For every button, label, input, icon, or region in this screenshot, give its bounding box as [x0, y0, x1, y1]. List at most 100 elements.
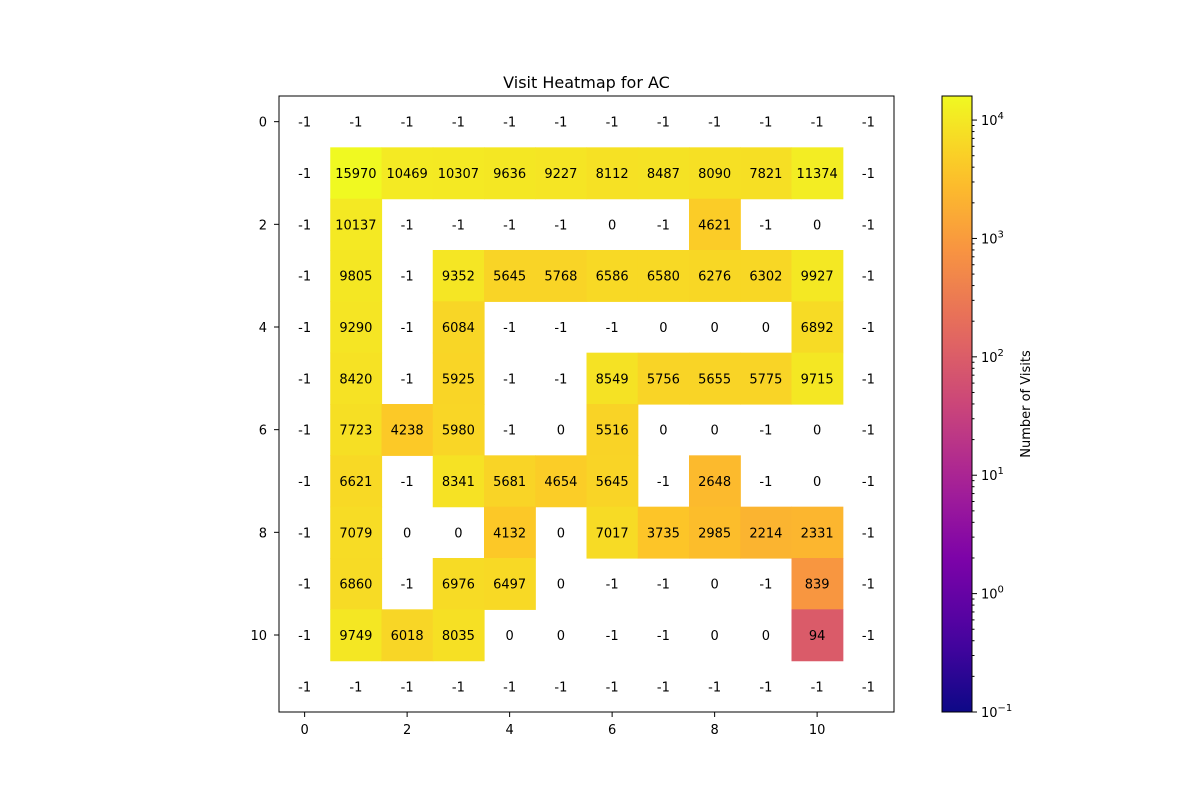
heatmap-cell: [381, 404, 434, 456]
heatmap-cell: [330, 404, 383, 456]
cell-label: 5645: [493, 270, 526, 285]
x-tick-label: 0: [300, 723, 308, 738]
heatmap-cell: [330, 609, 383, 662]
cell-label: -1: [554, 680, 567, 695]
cell-label: -1: [862, 321, 875, 336]
cell-label: 10137: [335, 218, 376, 233]
cell-label: 7017: [596, 526, 629, 541]
heatmap-cell: [740, 352, 793, 405]
heatmap-cell: [432, 558, 485, 610]
heatmap-cell: [689, 352, 741, 405]
heatmap-cell: [791, 506, 844, 559]
heatmap-cell: [330, 250, 383, 302]
heatmap-cell: [484, 506, 536, 559]
cell-label: 6860: [339, 578, 372, 593]
cell-label: -1: [862, 475, 875, 490]
cell-label: -1: [862, 167, 875, 182]
cell-label: -1: [401, 270, 414, 285]
cell-label: 9927: [801, 270, 834, 285]
cell-label: 0: [710, 424, 718, 439]
cell-label: 2648: [698, 475, 731, 490]
cell-label: 8549: [596, 372, 629, 387]
heatmap-cell: [689, 506, 741, 559]
heatmap-cell: [484, 147, 536, 200]
cell-label: -1: [401, 578, 414, 593]
heatmap-cell: [535, 455, 588, 508]
cell-label: 6586: [596, 270, 629, 285]
cell-label: 4132: [493, 526, 526, 541]
heatmap-cell: [330, 352, 383, 405]
cell-label: -1: [657, 218, 670, 233]
cell-label: -1: [503, 372, 516, 387]
cell-label: 15970: [335, 167, 376, 182]
colorbar-label: Number of Visits: [1019, 350, 1034, 458]
cell-label: 8090: [698, 167, 731, 182]
heatmap-cell: [432, 301, 485, 354]
heatmap-cell: [535, 250, 588, 302]
heatmap-cells: [330, 147, 844, 662]
colorbar-tick-label: 103: [981, 229, 1004, 247]
cell-label: -1: [862, 424, 875, 439]
cell-label: 5681: [493, 475, 526, 490]
cell-label: -1: [298, 270, 311, 285]
cell-label: -1: [708, 680, 721, 695]
heatmap-cell: [689, 198, 741, 251]
heatmap-cell: [432, 147, 485, 200]
colorbar-tick-label: 104: [981, 111, 1004, 129]
heatmap-cell: [791, 250, 844, 302]
cell-label: -1: [554, 321, 567, 336]
cell-label: 8112: [596, 167, 629, 182]
cell-label: 8035: [442, 629, 475, 644]
cell-label: -1: [759, 116, 772, 131]
heatmap-cell: [330, 558, 383, 610]
cell-label: 5775: [749, 372, 782, 387]
cell-label: 9290: [339, 321, 372, 336]
cell-label: -1: [657, 680, 670, 695]
cell-label: 0: [557, 629, 565, 644]
heatmap-cell: [586, 250, 639, 302]
heatmap-cell: [740, 250, 793, 302]
cell-label: 8341: [442, 475, 475, 490]
heatmap-cell: [330, 147, 383, 200]
cell-label: -1: [298, 526, 311, 541]
cell-label: 0: [454, 526, 462, 541]
heatmap-cell: [791, 558, 844, 610]
cell-label: 9749: [339, 629, 372, 644]
y-tick-label: 10: [250, 629, 267, 644]
cell-label: -1: [862, 116, 875, 131]
heatmap-cell: [432, 609, 485, 662]
y-tick-label: 6: [259, 424, 267, 439]
cell-label: 5516: [596, 424, 629, 439]
cell-label: 0: [608, 218, 616, 233]
cell-label: -1: [554, 372, 567, 387]
cell-label: -1: [862, 526, 875, 541]
heatmap-cell: [637, 250, 690, 302]
cell-label: 0: [403, 526, 411, 541]
cell-label: -1: [452, 680, 465, 695]
colorbar: [941, 95, 973, 713]
y-tick-label: 8: [259, 526, 267, 541]
cell-label: -1: [554, 116, 567, 131]
cell-label: -1: [298, 218, 311, 233]
cell-label: -1: [554, 218, 567, 233]
heatmap-cell: [432, 250, 485, 302]
heatmap-cell: [330, 455, 383, 508]
cell-label: 0: [813, 424, 821, 439]
heatmap-cell: [637, 352, 690, 405]
cell-label: 8487: [647, 167, 680, 182]
cell-label: 0: [659, 321, 667, 336]
cell-label: -1: [298, 629, 311, 644]
colorbar-tick-label: 102: [981, 348, 1004, 366]
x-tick-label: 6: [608, 723, 616, 738]
cell-label: -1: [759, 424, 772, 439]
heatmap-cell: [791, 352, 844, 405]
cell-label: 5655: [698, 372, 731, 387]
cell-label: -1: [298, 321, 311, 336]
cell-label: -1: [606, 629, 619, 644]
cell-label: 0: [710, 321, 718, 336]
cell-label: -1: [503, 116, 516, 131]
cell-label: -1: [862, 680, 875, 695]
cell-label: 2331: [801, 526, 834, 541]
cell-label: -1: [349, 680, 362, 695]
cell-label: -1: [401, 321, 414, 336]
